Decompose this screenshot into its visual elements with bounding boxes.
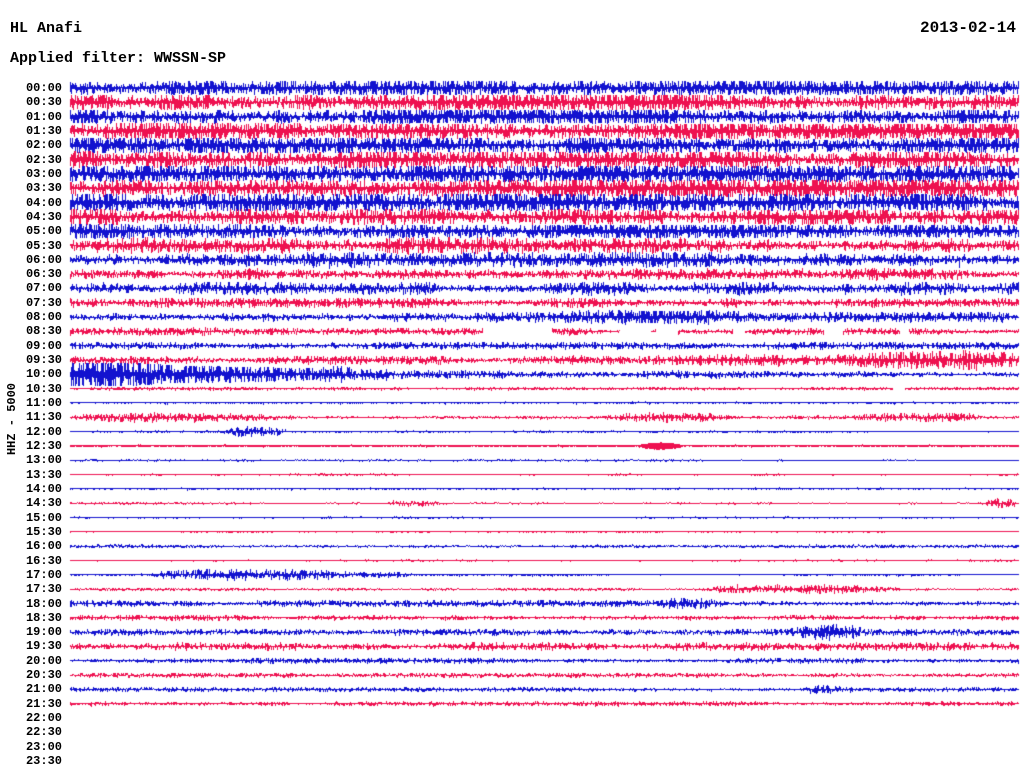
time-label: 16:00 bbox=[25, 539, 62, 554]
time-label: 01:00 bbox=[25, 109, 62, 124]
time-label: 00:00 bbox=[25, 81, 62, 95]
time-label: 23:30 bbox=[25, 754, 62, 769]
time-label: 08:00 bbox=[25, 310, 62, 325]
time-label: 21:00 bbox=[25, 682, 62, 697]
time-label: 14:30 bbox=[25, 496, 62, 511]
time-label: 22:00 bbox=[25, 711, 62, 726]
time-label: 06:00 bbox=[25, 252, 62, 267]
time-label: 03:00 bbox=[25, 166, 62, 181]
time-label: 02:30 bbox=[25, 152, 62, 167]
time-label: 18:30 bbox=[25, 610, 62, 625]
time-label: 13:30 bbox=[25, 467, 62, 482]
time-label: 12:00 bbox=[25, 424, 62, 439]
time-label: 22:30 bbox=[25, 725, 62, 740]
time-label: 10:30 bbox=[25, 381, 62, 396]
time-label: 05:30 bbox=[25, 238, 62, 253]
time-label: 17:30 bbox=[25, 582, 62, 597]
time-label: 16:30 bbox=[25, 553, 62, 568]
time-label: 19:30 bbox=[25, 639, 62, 654]
time-label: 12:30 bbox=[25, 439, 62, 453]
time-label: 19:00 bbox=[25, 625, 62, 640]
time-label: 14:00 bbox=[25, 481, 62, 496]
time-label: 02:00 bbox=[25, 138, 62, 153]
time-label: 01:30 bbox=[25, 123, 62, 138]
time-label: 15:30 bbox=[25, 524, 62, 539]
time-label: 17:00 bbox=[25, 567, 62, 582]
time-label: 20:30 bbox=[25, 668, 62, 683]
time-label: 18:00 bbox=[25, 596, 62, 611]
time-label: 09:30 bbox=[25, 353, 62, 368]
time-label: 09:00 bbox=[25, 338, 62, 353]
time-label: 07:30 bbox=[25, 295, 62, 310]
time-label: 20:00 bbox=[25, 653, 62, 668]
time-label: 11:00 bbox=[25, 396, 62, 411]
time-label: 04:00 bbox=[25, 195, 62, 210]
time-label: 03:30 bbox=[25, 181, 62, 196]
time-label: 00:30 bbox=[25, 95, 62, 110]
time-label: 08:30 bbox=[25, 324, 62, 339]
time-label: 15:00 bbox=[25, 510, 62, 525]
time-label: 06:30 bbox=[25, 267, 62, 282]
time-label: 21:30 bbox=[25, 696, 62, 711]
time-label: 10:00 bbox=[25, 367, 62, 382]
time-label: 07:00 bbox=[25, 281, 62, 296]
time-label: 04:30 bbox=[25, 209, 62, 224]
time-label: 11:30 bbox=[25, 410, 62, 425]
time-label: 23:00 bbox=[25, 739, 62, 754]
time-label: 05:00 bbox=[25, 224, 62, 239]
time-label: 13:00 bbox=[25, 453, 62, 468]
